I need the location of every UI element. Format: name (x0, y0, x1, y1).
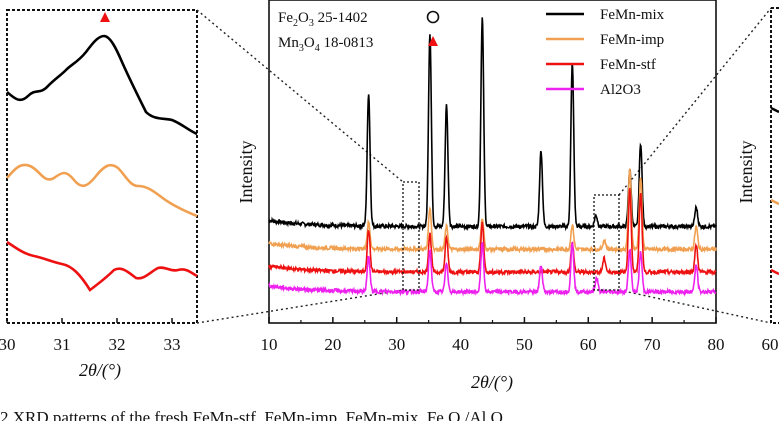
series-line-femn-imp (268, 168, 717, 255)
main-x-tick-label-30: 30 (388, 335, 405, 354)
legend: FeMn-mix FeMn-imp FeMn-stf Al2O3 (546, 7, 665, 98)
main-x-axis-label: 2θ/(°) (471, 372, 513, 393)
series-line-femn-mix (268, 17, 717, 232)
right-inset-line-femn-mix (770, 106, 779, 114)
svg-text:Fe2O3 25-1402: Fe2O3 25-1402 (278, 10, 368, 29)
left-inset-tick-30: 30 (0, 335, 16, 354)
right-inset-line-femn-stf (770, 268, 779, 276)
zoom-connector-lines (196, 7, 772, 324)
legend-label-femn-imp: FeMn-imp (600, 32, 664, 48)
phase-label-mn3o4: Mn3O4 18-0813 (278, 35, 438, 54)
inset-line-femn-stf (6, 240, 198, 292)
left-inset-x-axis-label: 2θ/(°) (79, 360, 121, 381)
triangle-marker-icon (428, 36, 438, 46)
series-line-femn-stf (268, 188, 717, 277)
figure-caption: 2 XRD patterns of the fresh FeMn-stf, Fe… (0, 408, 503, 421)
legend-label-al2o3: Al2O3 (600, 82, 641, 98)
main-x-tick-label-10: 10 (261, 335, 278, 354)
phase-label-fe2o3: Fe2O3 25-1402 (278, 10, 440, 29)
right-inset-frame (770, 7, 779, 324)
svg-text:Mn3O4 18-0813: Mn3O4 18-0813 (278, 35, 373, 54)
main-x-tick-label-40: 40 (452, 335, 469, 354)
series-line-al2o3 (268, 242, 717, 297)
main-x-tick-label-60: 60 (580, 335, 597, 354)
main-series-group (268, 17, 717, 297)
left-inset-tick-33: 33 (164, 335, 181, 354)
left-inset-frame (6, 9, 198, 324)
main-x-tick-label-70: 70 (644, 335, 661, 354)
right-inset-tick-60: 60 (762, 335, 779, 354)
right-inset-y-axis-label: Intensity (736, 141, 756, 204)
inset-line-femn-imp (6, 163, 198, 218)
right-inset-line-femn-imp (770, 198, 779, 206)
main-x-tick-label-20: 20 (324, 335, 341, 354)
left-inset-tick-31: 31 (54, 335, 71, 354)
main-x-tick-label-80: 80 (708, 335, 725, 354)
main-x-ticks: 10 20 30 40 50 60 70 80 (261, 317, 725, 354)
zoom-box-right (593, 194, 620, 291)
left-inset: 30 31 32 33 2θ/(°) (0, 9, 198, 381)
main-x-tick-label-50: 50 (516, 335, 533, 354)
inset-triangle-marker (100, 12, 110, 22)
main-panel: Fe2O3 25-1402 Mn3O4 18-0813 FeMn-mix FeM… (236, 0, 725, 393)
legend-label-femn-mix: FeMn-mix (600, 7, 665, 23)
circle-marker-icon (426, 10, 440, 24)
zoom-box-left (402, 181, 420, 291)
legend-label-femn-stf: FeMn-stf (600, 57, 656, 73)
left-inset-tick-32: 32 (109, 335, 126, 354)
left-inset-ticks (6, 318, 173, 323)
right-inset: Intensity 60 (736, 7, 779, 354)
main-y-axis-label: Intensity (236, 141, 256, 204)
inset-line-femn-mix (6, 34, 198, 136)
